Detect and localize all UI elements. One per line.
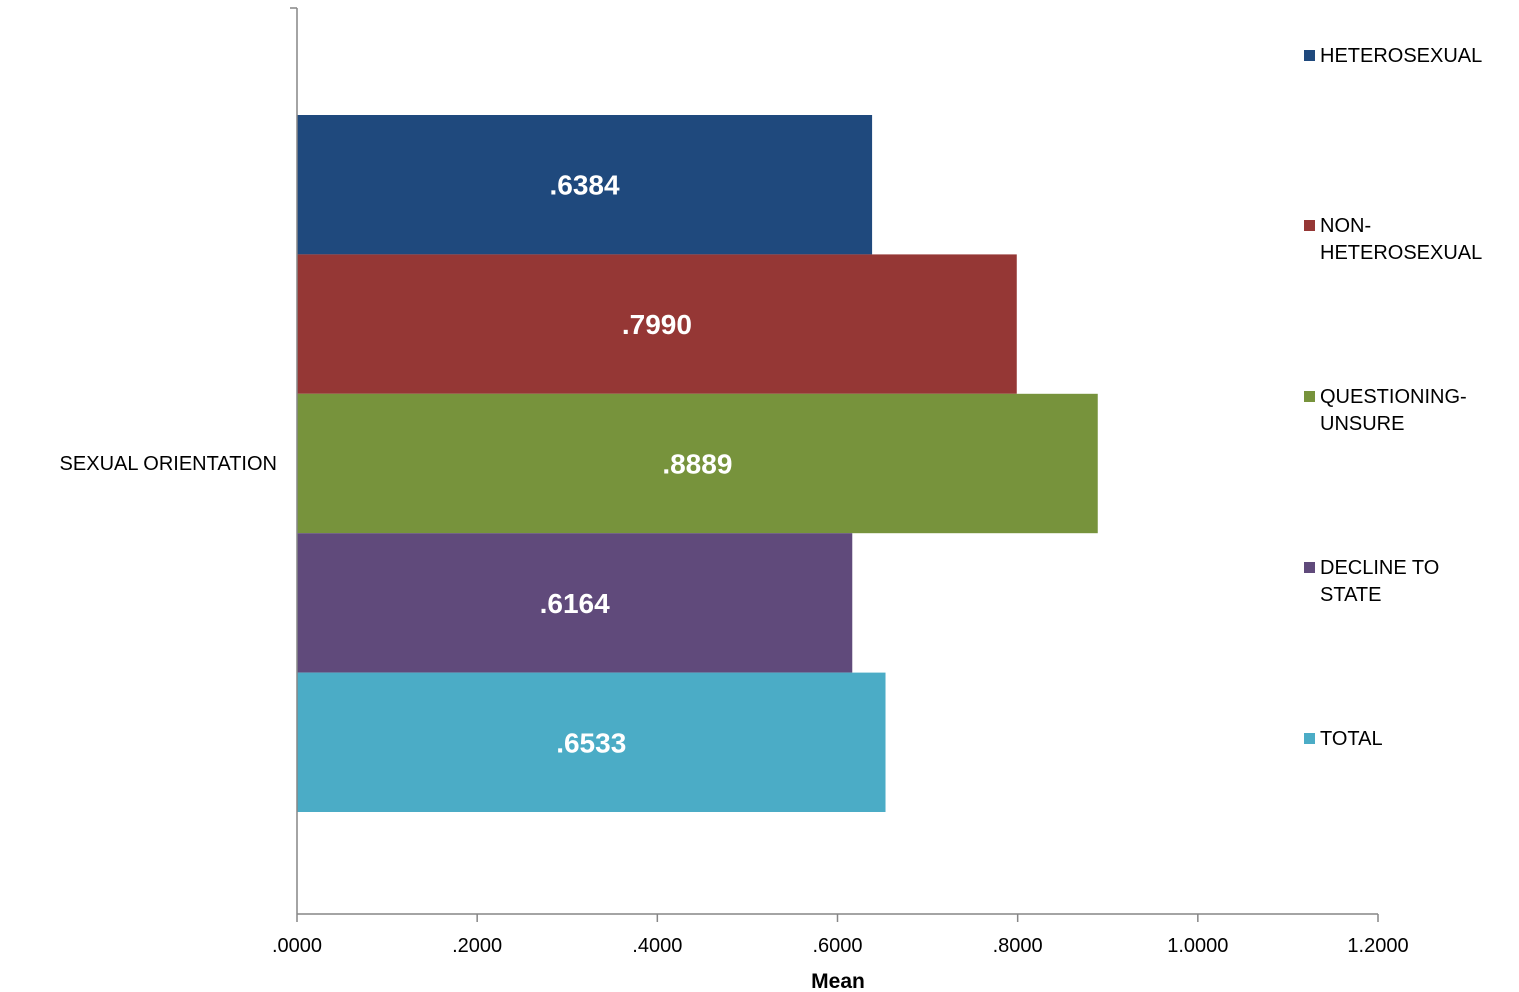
legend-swatch	[1304, 50, 1315, 61]
x-axis-title: Mean	[811, 970, 865, 992]
x-tick-label: 1.0000	[1167, 935, 1228, 957]
x-tick-label: .0000	[272, 935, 322, 957]
legend-item-non-heterosexual: NON-HETEROSEXUAL	[1304, 213, 1516, 267]
data-labels-group: .6384 .7990 .8889 .6164 .6533	[540, 170, 733, 759]
bar-heterosexual	[297, 115, 873, 255]
x-tick-label: .4000	[632, 935, 682, 957]
legend-label: QUESTIONING-UNSURE	[1320, 386, 1467, 435]
x-tick-label: .6000	[812, 935, 862, 957]
legend-swatch	[1304, 562, 1315, 573]
legend-label: HETEROSEXUAL	[1320, 45, 1483, 67]
data-label: .7990	[622, 309, 692, 340]
legend-item-heterosexual: HETEROSEXUAL	[1304, 43, 1519, 70]
legend-label: NON-HETEROSEXUAL	[1320, 215, 1483, 264]
bar-questioning-unsure	[297, 393, 1098, 534]
bars-group	[297, 115, 1098, 812]
legend-swatch	[1304, 220, 1315, 231]
legend-item-decline-to-state: DECLINE TO STATE	[1304, 555, 1470, 609]
legend-swatch	[1304, 733, 1315, 744]
data-label: .6164	[540, 588, 610, 619]
data-label: .8889	[662, 449, 732, 480]
x-tick-label: .8000	[993, 935, 1043, 957]
x-tick-label: .2000	[452, 935, 502, 957]
legend-label: DECLINE TO STATE	[1320, 557, 1440, 606]
legend: HETEROSEXUAL NON-HETEROSEXUAL QUESTIONIN…	[1304, 0, 1519, 992]
data-label: .6384	[550, 170, 620, 201]
bar-decline-to-state	[297, 533, 853, 673]
legend-item-total: TOTAL	[1304, 726, 1519, 753]
category-label: SEXUAL ORIENTATION	[60, 453, 277, 475]
data-label: .6533	[556, 727, 626, 758]
bar-total	[297, 672, 886, 812]
legend-swatch	[1304, 391, 1315, 402]
x-ticks-group: .0000 .2000 .4000 .6000 .8000 1.0000 1.2000	[272, 914, 1409, 957]
legend-label: TOTAL	[1320, 728, 1383, 750]
legend-item-questioning-unsure: QUESTIONING-UNSURE	[1304, 384, 1498, 438]
bar-non-heterosexual	[297, 254, 1017, 394]
x-tick-label: 1.2000	[1347, 935, 1408, 957]
